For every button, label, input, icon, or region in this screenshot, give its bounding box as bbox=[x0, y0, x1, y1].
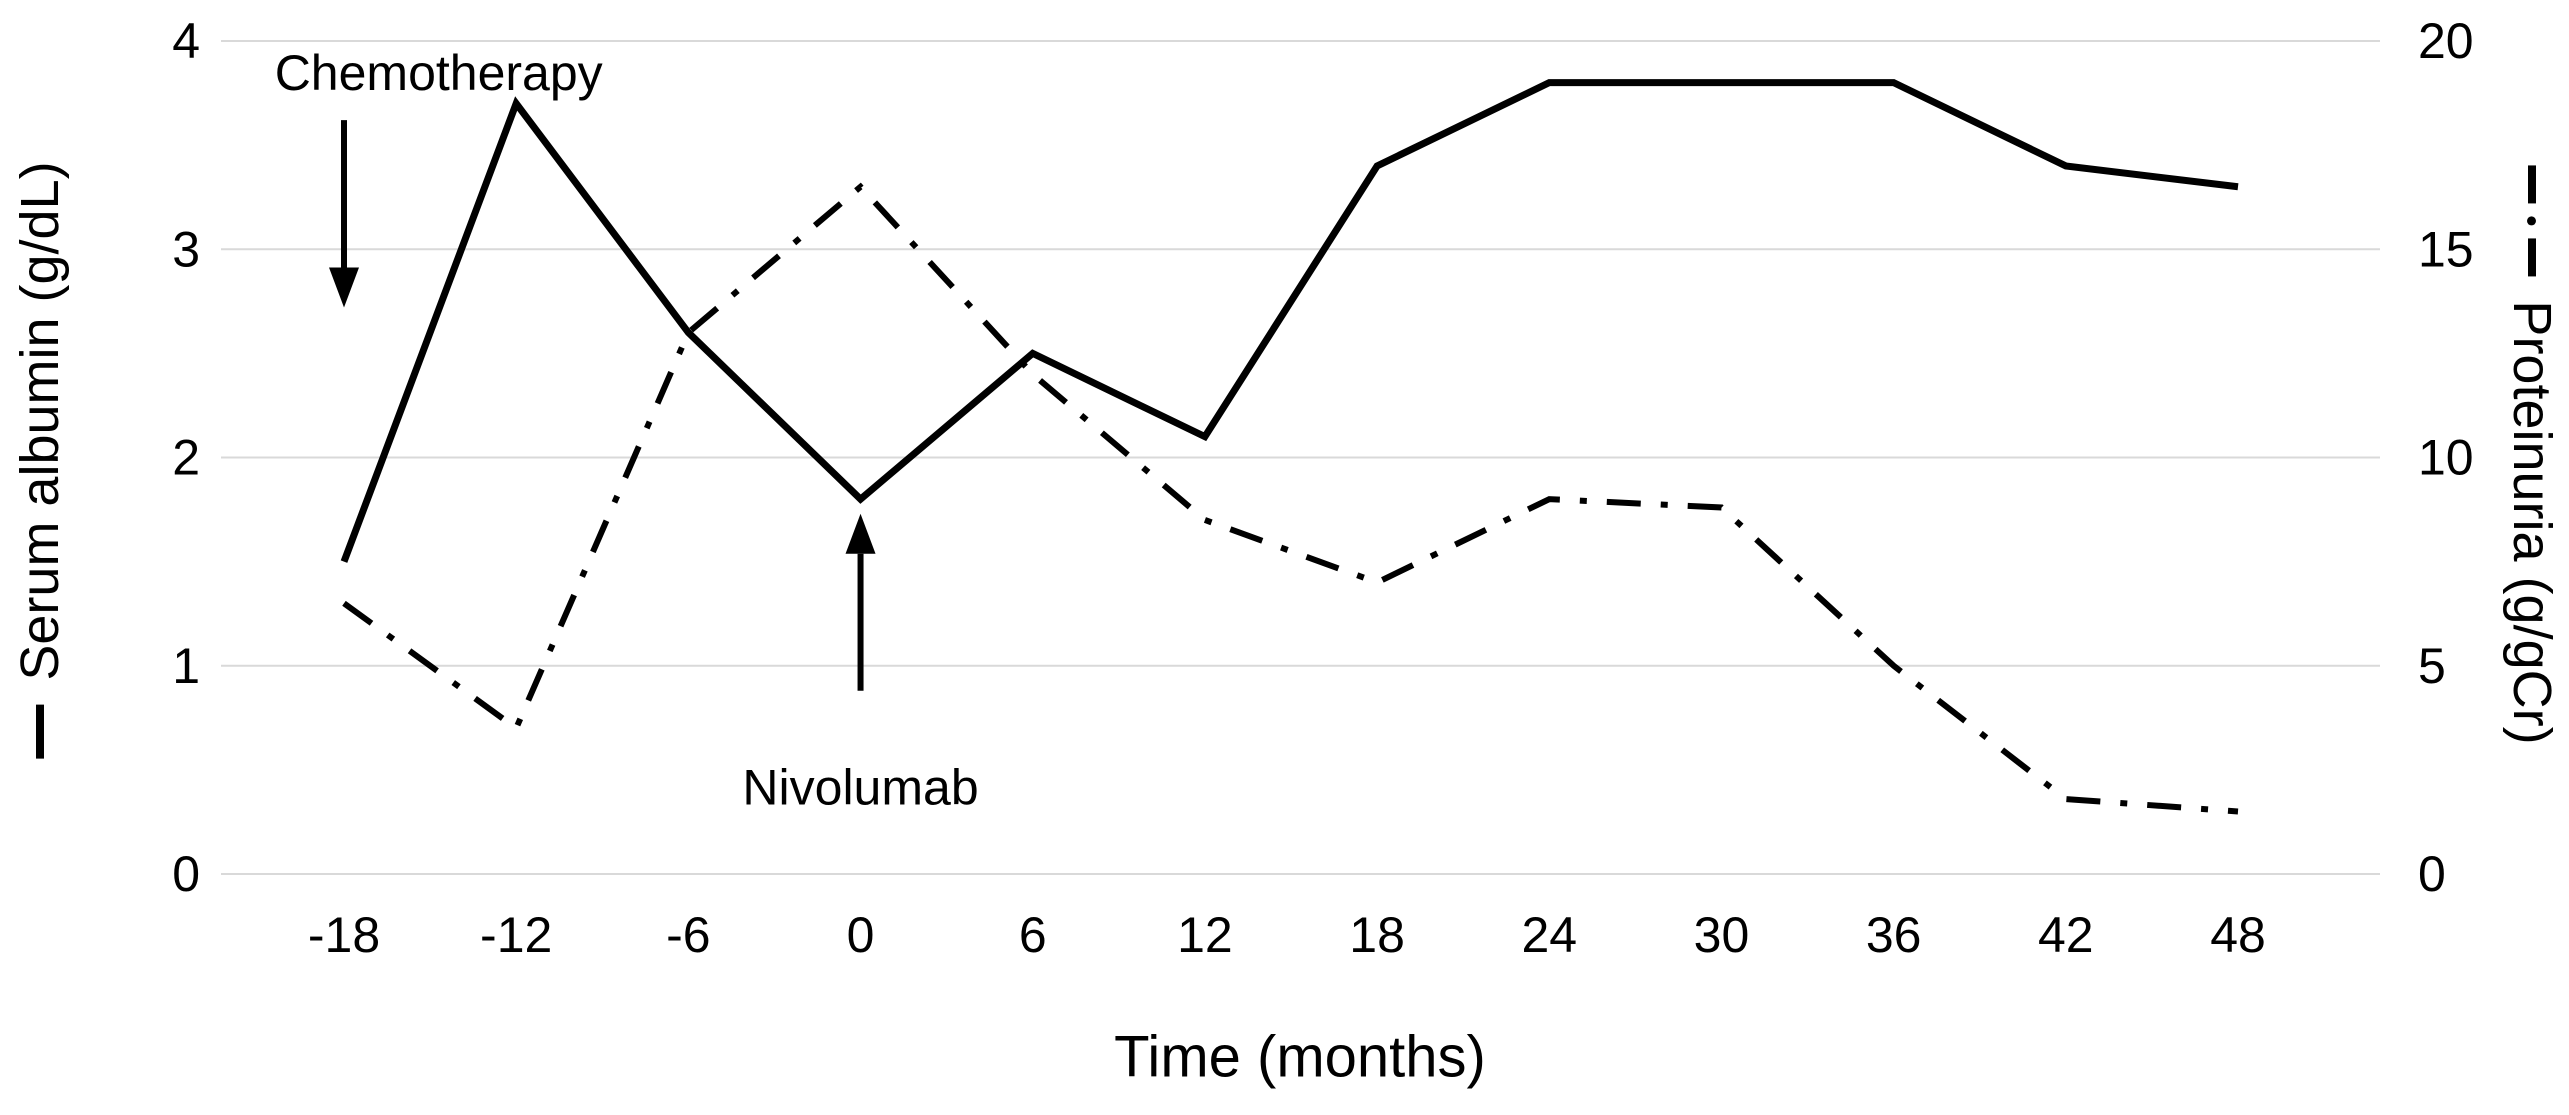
x-axis-tick: 48 bbox=[2210, 907, 2266, 963]
x-axis-tick: 30 bbox=[1694, 907, 1750, 963]
left-axis-label: Serum albumin (g/dL) bbox=[10, 161, 70, 681]
x-axis-tick: 42 bbox=[2038, 907, 2094, 963]
annotation-label-nivolumab: Nivolumab bbox=[742, 760, 978, 816]
right-axis-tick: 20 bbox=[2418, 13, 2474, 69]
right-axis-tick: 10 bbox=[2418, 430, 2474, 486]
x-axis-tick: -12 bbox=[480, 907, 552, 963]
right-axis-label: Proteinuria (g/gCr) bbox=[2502, 300, 2562, 745]
solid-line-legend-icon bbox=[36, 704, 44, 759]
series-proteinuria bbox=[342, 182, 2239, 815]
left-axis-tick: 4 bbox=[172, 13, 200, 69]
annotation-label-chemotherapy: Chemotherapy bbox=[275, 45, 603, 101]
left-axis-tick: 2 bbox=[172, 430, 200, 486]
right-axis-tick: 15 bbox=[2418, 221, 2474, 277]
annotation-arrowhead-chemotherapy bbox=[329, 267, 359, 308]
right-axis-tick: 5 bbox=[2418, 638, 2446, 694]
series-serum-albumin bbox=[340, 79, 2239, 563]
x-axis-tick: 12 bbox=[1177, 907, 1233, 963]
legend-dash bbox=[2528, 238, 2536, 277]
left-axis-title: Serum albumin (g/dL) bbox=[9, 161, 71, 759]
left-axis-tick: 3 bbox=[172, 221, 200, 277]
annotation-arrowhead-nivolumab bbox=[845, 513, 876, 554]
x-axis-tick: 18 bbox=[1349, 907, 1405, 963]
left-axis-tick: 0 bbox=[172, 846, 200, 902]
right-axis-title: Proteinuria (g/gCr) bbox=[2501, 165, 2563, 745]
x-axis-tick: 36 bbox=[1866, 907, 1922, 963]
x-axis-title: Time (months) bbox=[1114, 1024, 1486, 1090]
x-axis-tick: -6 bbox=[666, 907, 710, 963]
x-axis-tick: 24 bbox=[1521, 907, 1577, 963]
x-axis-tick: 6 bbox=[1019, 907, 1047, 963]
legend-dot bbox=[2527, 216, 2537, 226]
dashdot-line-legend-icon bbox=[2527, 165, 2537, 277]
legend-dash bbox=[2528, 165, 2536, 204]
right-axis-tick: 0 bbox=[2418, 846, 2446, 902]
x-axis-tick: -18 bbox=[308, 907, 380, 963]
left-axis-tick: 1 bbox=[172, 638, 200, 694]
x-axis-tick: 0 bbox=[847, 907, 875, 963]
